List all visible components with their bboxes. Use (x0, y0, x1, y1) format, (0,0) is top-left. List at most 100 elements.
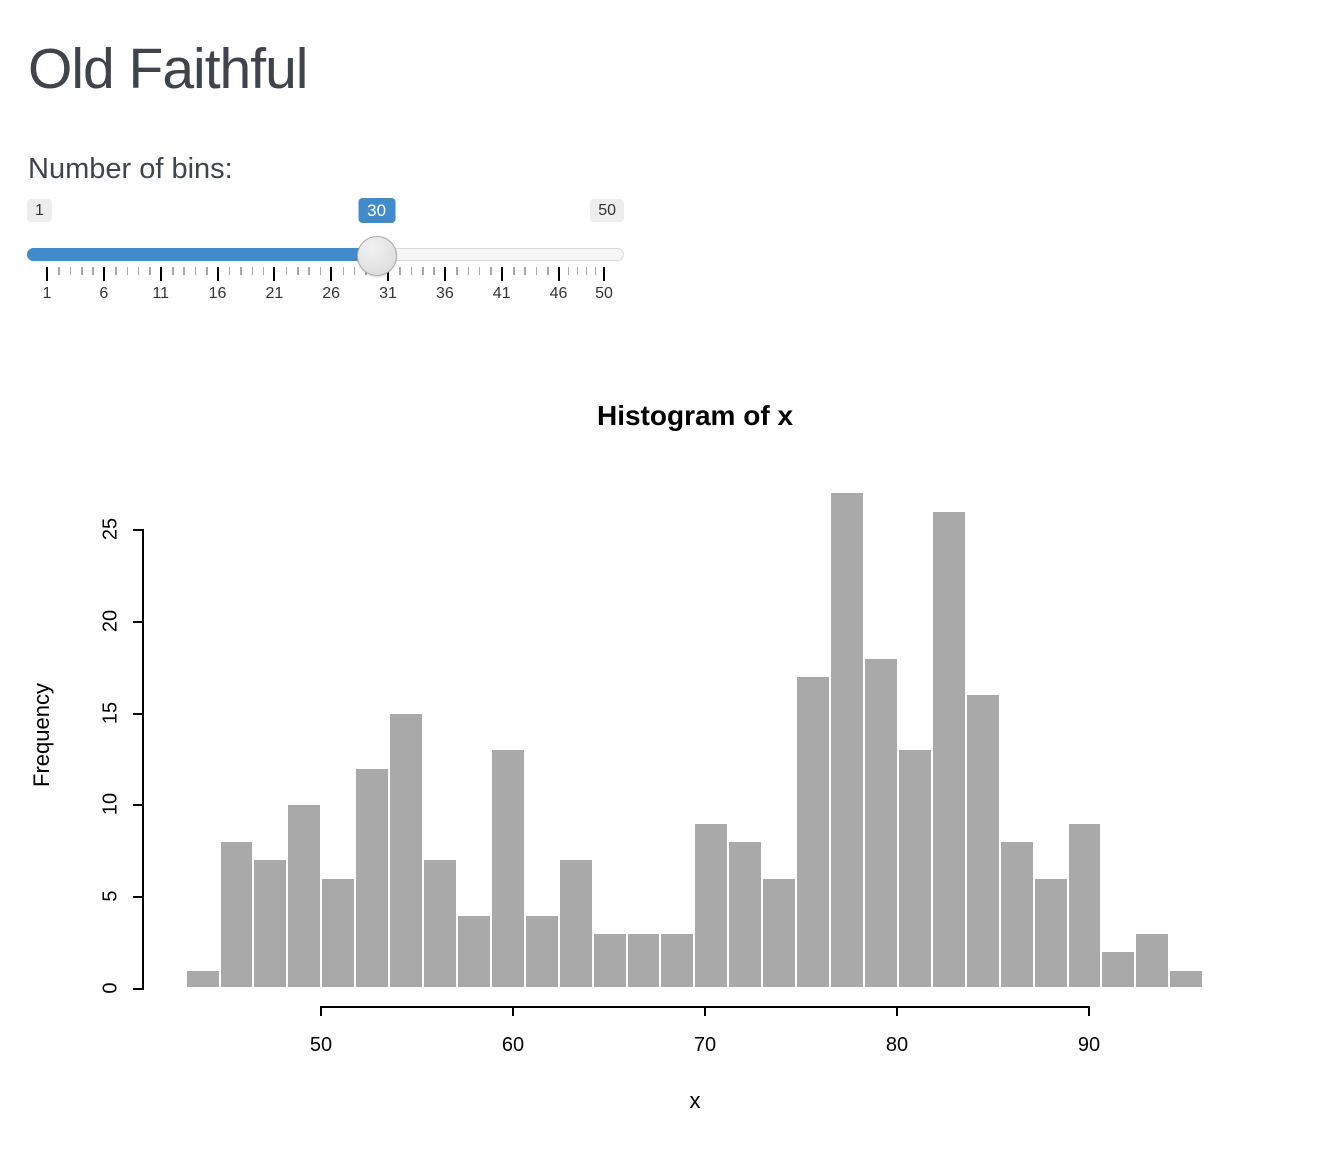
slider-tick-label: 6 (99, 285, 109, 302)
slider-minor-tick (576, 267, 579, 275)
x-tick-label: 70 (693, 1034, 717, 1056)
histogram-bar (185, 969, 220, 988)
histogram-bar (660, 932, 695, 988)
slider-minor-tick (513, 267, 515, 275)
slider-handle[interactable] (356, 236, 397, 276)
y-axis-tick (133, 988, 142, 990)
slider-tick-label: 21 (265, 285, 284, 302)
slider-minor-tick (433, 267, 435, 275)
histogram-bar (728, 841, 763, 988)
histogram-bar (490, 749, 525, 988)
x-axis-tick (512, 1007, 514, 1016)
slider-fill (27, 248, 377, 261)
slider-minor-tick (81, 267, 83, 275)
histogram-bar (1033, 877, 1068, 988)
slider-minor-tick (399, 267, 401, 275)
slider-major-tick (330, 267, 333, 281)
slider-value-bubble: 30 (358, 198, 396, 224)
slider-tick-label: 1 (42, 285, 52, 302)
slider-tick-label: 11 (152, 285, 169, 302)
histogram-bar (864, 657, 898, 988)
histogram-bar (423, 859, 457, 988)
plot-title: Histogram of x (596, 400, 794, 431)
slider-major-tick (216, 267, 219, 281)
slider-tick-label: 16 (208, 285, 227, 302)
y-tick-label: 10 (99, 793, 122, 816)
slider-major-tick (46, 267, 48, 281)
slider-major-tick (557, 267, 560, 281)
histogram-bar (931, 510, 966, 988)
histogram-bar (762, 877, 797, 988)
slider-minor-tick (251, 267, 254, 275)
slider-major-tick (102, 267, 105, 281)
y-tick-label: 0 (99, 982, 122, 994)
x-tick-label: 60 (501, 1034, 525, 1056)
slider-tick-label: 36 (435, 285, 454, 302)
x-tick-label: 80 (885, 1034, 909, 1056)
slider-minor-tick (524, 267, 526, 275)
y-axis-line (142, 529, 144, 990)
slider-major-tick (500, 267, 503, 281)
slider-major-tick (603, 267, 605, 281)
slider-minor-tick (410, 267, 413, 275)
slider-minor-tick (490, 267, 492, 275)
histogram-bar (897, 749, 932, 988)
histogram-bar (592, 932, 627, 988)
slider-minor-tick (115, 267, 117, 275)
slider-minor-tick (228, 267, 231, 275)
bins-slider[interactable]: 1 50 30 1 6 11 16 21 26 31 36 41 46 50 (27, 195, 624, 315)
slider-major-tick (387, 267, 390, 281)
slider-minor-tick (456, 267, 458, 275)
x-axis-tick (1088, 1007, 1090, 1016)
slider-minor-tick (92, 267, 94, 275)
histogram-bar (456, 914, 491, 988)
y-tick-label: 5 (99, 890, 122, 902)
y-tick-label: 20 (99, 609, 122, 632)
slider-minor-tick (126, 267, 129, 275)
histogram-bar (389, 712, 424, 988)
slider-minor-tick (262, 267, 265, 275)
histogram-bar (355, 767, 390, 988)
slider-tick-label: 26 (322, 285, 341, 302)
y-axis-tick (133, 896, 142, 899)
bins-slider-label: Number of bins: (28, 153, 233, 185)
slider-minor-tick (183, 267, 185, 275)
histogram-bar (999, 841, 1034, 988)
slider-tick-label: 50 (595, 285, 613, 302)
slider-minor-tick (240, 267, 242, 275)
histogram-bar (965, 694, 1000, 988)
histogram-bar (1169, 969, 1204, 988)
slider-minor-tick (149, 267, 151, 275)
slider-minor-tick (137, 267, 140, 275)
histogram-bar (796, 675, 831, 988)
y-axis-tick (133, 804, 142, 807)
slider-major-tick (159, 267, 162, 281)
slider-minor-tick (308, 267, 310, 275)
slider-minor-tick (585, 267, 588, 275)
slider-minor-tick (172, 267, 174, 275)
histogram-bar (558, 859, 593, 988)
y-axis-tick (133, 620, 142, 623)
histogram-bar (830, 492, 864, 988)
y-axis-tick (133, 712, 142, 715)
histogram-bar (694, 822, 729, 988)
histogram-bar (524, 914, 559, 988)
slider-major-tick (273, 267, 276, 281)
histogram-bar (1101, 951, 1136, 988)
slider-major-tick (443, 267, 446, 281)
slider-minor-tick (594, 267, 597, 275)
x-tick-label: 90 (1077, 1034, 1101, 1056)
slider-min-label: 1 (27, 199, 52, 223)
x-axis-label: x (689, 1088, 701, 1113)
slider-minor-tick (285, 267, 288, 275)
slider-minor-tick (547, 267, 549, 275)
histogram-bar (1135, 932, 1170, 988)
slider-minor-tick (58, 267, 60, 275)
app-title: Old Faithful (28, 37, 308, 101)
slider-max-label: 50 (590, 199, 624, 223)
slider-minor-tick (342, 267, 345, 275)
histogram-bar (1067, 822, 1102, 988)
histogram-bar (287, 804, 322, 988)
slider-minor-tick (194, 267, 197, 275)
y-axis-label: Frequency (29, 683, 54, 787)
